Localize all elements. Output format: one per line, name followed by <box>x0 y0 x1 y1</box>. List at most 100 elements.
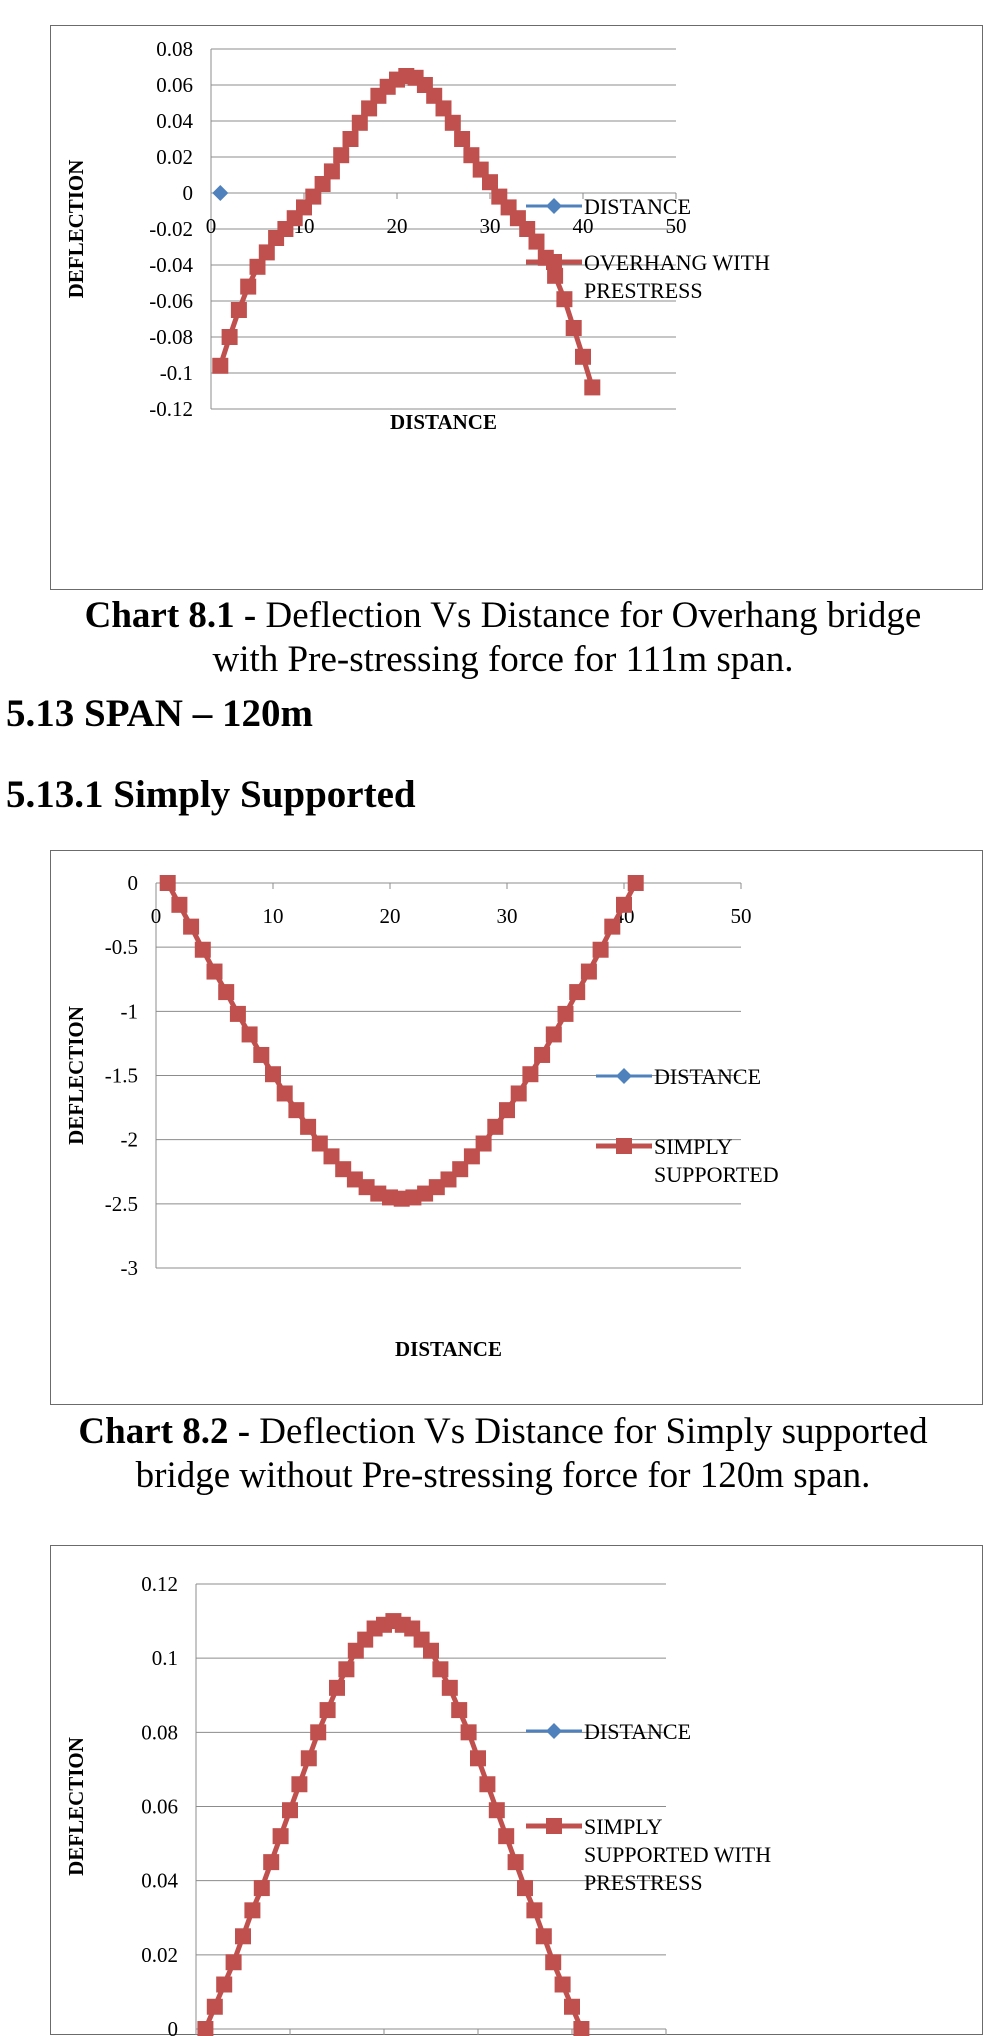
data-point <box>265 1066 281 1083</box>
data-point <box>470 1750 486 1767</box>
data-point <box>488 1802 505 1819</box>
data-point <box>351 114 368 131</box>
data-point <box>627 875 644 891</box>
data-point <box>604 918 621 935</box>
data-point <box>171 896 188 913</box>
y-tick-label: -0.02 <box>149 217 193 241</box>
data-point <box>338 1661 355 1678</box>
chart-2-caption-label: Chart 8.2 - <box>78 1411 251 1452</box>
data-point <box>454 131 471 147</box>
data-point <box>240 278 257 295</box>
section-heading: 5.13 SPAN – 120m <box>6 692 313 735</box>
chart-1-caption-text: Deflection Vs Distance for Overhang brid… <box>256 595 922 636</box>
legend-marker <box>616 1068 632 1084</box>
y-tick-label: -1.5 <box>105 1064 138 1088</box>
y-axis-title: DEFLECTION <box>64 160 88 299</box>
data-point <box>592 941 609 958</box>
data-point <box>218 984 235 1001</box>
data-point <box>522 1066 539 1083</box>
data-point <box>159 875 176 891</box>
data-point <box>435 100 452 117</box>
legend-label: SIMPLY <box>584 1814 663 1839</box>
chart-2-caption-text: Deflection Vs Distance for Simply suppor… <box>250 1411 928 1452</box>
data-point <box>197 2021 214 2036</box>
data-point <box>333 147 350 164</box>
data-point <box>194 941 211 958</box>
subsection-heading: 5.13.1 Simply Supported <box>6 773 416 816</box>
y-tick-label: 0.06 <box>141 1795 178 1819</box>
legend-marker <box>546 1723 562 1739</box>
y-tick-label: 0.08 <box>141 1720 178 1744</box>
data-point <box>564 1998 580 2015</box>
data-point <box>545 1954 562 1971</box>
legend-marker <box>616 1138 632 1154</box>
legend-marker <box>546 198 562 214</box>
data-point <box>423 1642 439 1659</box>
data-point <box>441 1679 458 1696</box>
x-tick-label: 10 <box>263 904 284 928</box>
data-point <box>451 1702 468 1719</box>
data-point <box>580 963 597 980</box>
data-point <box>249 258 266 275</box>
y-tick-label: -0.12 <box>149 397 193 421</box>
x-tick-label: 30 <box>497 904 518 928</box>
x-tick-label: 0 <box>206 214 217 238</box>
data-point <box>244 1902 261 1919</box>
data-point <box>616 896 632 913</box>
data-point <box>584 379 601 396</box>
data-point <box>291 1776 308 1793</box>
data-point <box>300 1118 317 1135</box>
y-tick-label: 0.06 <box>156 73 193 97</box>
y-tick-label: 0.04 <box>141 1869 178 1893</box>
data-point <box>310 1724 327 1741</box>
data-point <box>258 244 275 261</box>
data-point <box>342 131 359 147</box>
x-axis-title: DISTANCE <box>395 1337 502 1361</box>
legend-marker <box>546 1818 562 1834</box>
x-tick-label: 0 <box>151 904 162 928</box>
legend-label: OVERHANG WITH <box>584 250 770 275</box>
y-axis-title: DEFLECTION <box>64 1006 88 1145</box>
legend-label: SUPPORTED WITH <box>584 1842 771 1867</box>
data-point <box>517 1880 533 1897</box>
data-point <box>573 2021 590 2036</box>
y-tick-label: 0 <box>128 871 139 895</box>
data-point <box>206 963 223 980</box>
chart-2: 0 -0.5 -1 -1.5 -2 -2.5 -3 0 10 20 30 40 50 DEFLECTION… <box>50 850 983 1405</box>
y-tick-label: -0.1 <box>160 361 193 385</box>
data-point <box>444 114 461 131</box>
legend-label: DISTANCE <box>584 1719 691 1744</box>
data-point <box>300 1750 317 1767</box>
y-tick-label: 0.1 <box>152 1646 178 1670</box>
series-line <box>203 1618 584 2030</box>
x-tick-label: 50 <box>666 214 687 238</box>
data-point <box>426 87 443 104</box>
chart-2-caption-line2: bridge without Pre-stressing force for 1… <box>135 1455 871 1496</box>
chart-1-caption-label: Chart 8.1 - <box>84 595 257 636</box>
data-point <box>499 1102 515 1119</box>
x-tick-label: 30 <box>480 214 501 238</box>
data-point <box>319 1702 336 1719</box>
data-point <box>183 918 200 935</box>
data-point <box>305 188 322 205</box>
y-tick-label: -2 <box>121 1128 139 1152</box>
data-point <box>554 1976 571 1993</box>
data-point <box>519 221 536 237</box>
chart-2-caption: Chart 8.2 - Deflection Vs Distance for S… <box>0 1410 1006 1498</box>
y-tick-label: 0.02 <box>156 145 193 169</box>
data-point <box>288 1102 305 1119</box>
data-point <box>557 1005 574 1022</box>
data-point <box>282 1802 298 1819</box>
data-point <box>253 1880 270 1897</box>
data-point <box>460 1724 477 1741</box>
y-tick-label: -0.5 <box>105 935 138 959</box>
data-point <box>276 1085 293 1102</box>
data-point <box>432 1661 449 1678</box>
legend-label: PRESTRESS <box>584 1870 703 1895</box>
data-point <box>263 1854 280 1871</box>
data-point <box>547 267 564 284</box>
data-point <box>479 1776 496 1793</box>
data-point <box>526 1902 543 1919</box>
data-point <box>229 1005 246 1022</box>
data-point <box>556 291 573 308</box>
